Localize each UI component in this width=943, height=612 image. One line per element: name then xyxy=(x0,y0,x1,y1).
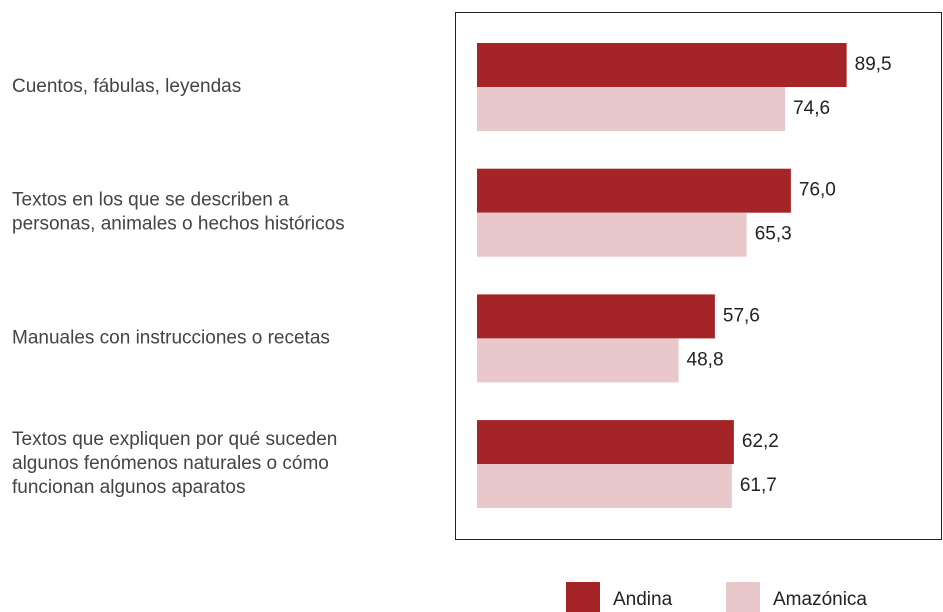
category-label: Textos que expliquen por qué suceden algu… xyxy=(12,429,337,498)
bar xyxy=(477,464,732,509)
legend-swatch xyxy=(726,582,760,612)
legend-label: Andina xyxy=(613,589,673,610)
bar xyxy=(477,294,715,339)
plot-frame xyxy=(455,12,942,540)
value-label: 61,7 xyxy=(740,475,777,496)
legend-label: Amazónica xyxy=(773,589,867,610)
value-label: 48,8 xyxy=(687,349,724,370)
bar xyxy=(477,87,786,131)
bar xyxy=(477,420,734,465)
bar xyxy=(477,43,847,87)
category-label: Textos en los que se describen a personas… xyxy=(12,190,345,235)
bar xyxy=(477,212,747,257)
value-label: 65,3 xyxy=(755,224,792,245)
category-label: Cuentos, fábulas, leyendas xyxy=(12,76,241,97)
legend-swatch xyxy=(566,582,600,612)
category-label: Manuales con instrucciones o recetas xyxy=(12,327,330,348)
value-label: 76,0 xyxy=(799,180,836,201)
bar xyxy=(477,168,791,213)
value-label: 57,6 xyxy=(723,305,760,326)
bar xyxy=(477,338,679,383)
value-label: 89,5 xyxy=(855,54,892,75)
value-label: 74,6 xyxy=(793,98,830,119)
value-label: 62,2 xyxy=(742,431,779,452)
